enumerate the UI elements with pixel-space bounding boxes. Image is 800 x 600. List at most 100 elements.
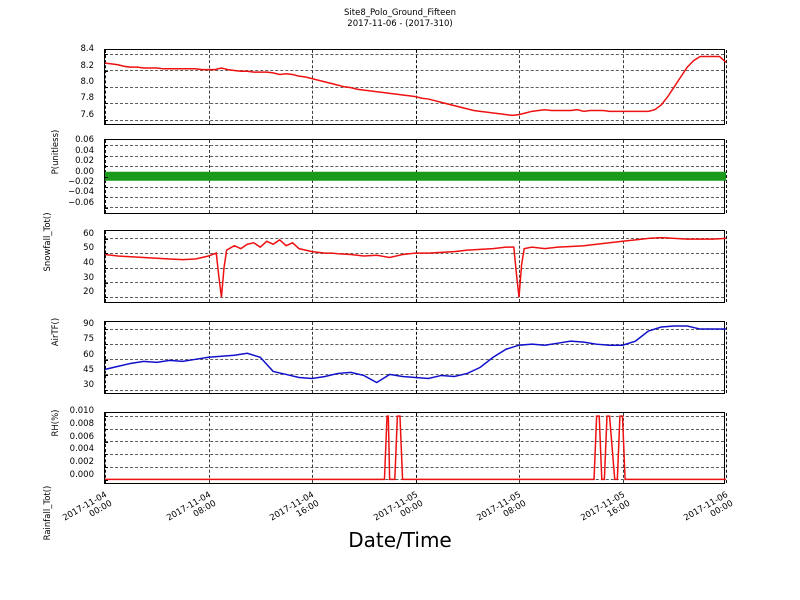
y-tick-label: 7.8 bbox=[80, 93, 94, 104]
y-tick: 0.04 bbox=[0, 146, 98, 161]
gridline-horizontal bbox=[105, 416, 724, 418]
y-tick: 30 bbox=[0, 380, 98, 395]
subplot-rainfall_total bbox=[104, 412, 727, 484]
y-tick-label: 0.06 bbox=[75, 135, 94, 146]
y-tick: −0.04 bbox=[0, 187, 98, 202]
y-tick-mark bbox=[104, 416, 108, 418]
data-line bbox=[104, 325, 726, 384]
series-relative_humidity bbox=[104, 325, 726, 384]
y-tick-mark bbox=[104, 197, 108, 199]
y-tick: 7.6 bbox=[0, 110, 98, 125]
y-tick-mark bbox=[104, 359, 108, 361]
x-axis-label: Date/Time bbox=[348, 528, 452, 552]
y-tick-label: 0.006 bbox=[69, 431, 94, 442]
gridline-horizontal bbox=[105, 238, 724, 240]
gridline-vertical bbox=[415, 50, 417, 124]
y-tick-mark bbox=[104, 87, 108, 88]
gridline-vertical bbox=[726, 322, 727, 393]
data-line bbox=[104, 236, 727, 298]
gridline-horizontal bbox=[105, 54, 724, 56]
y-tick: 20 bbox=[0, 287, 98, 302]
gridline-vertical bbox=[726, 231, 727, 302]
y-tick: 0.06 bbox=[0, 135, 98, 150]
subplot-air_temperature_f bbox=[104, 230, 727, 303]
y-tick-label: 0.008 bbox=[69, 419, 94, 430]
y-tick-mark bbox=[104, 479, 108, 481]
gridline-vertical bbox=[208, 50, 210, 124]
gridline-vertical bbox=[519, 231, 520, 302]
y-tick-mark bbox=[104, 344, 108, 346]
gridline-vertical bbox=[415, 413, 417, 483]
y-tick-mark bbox=[104, 267, 108, 269]
y-tick: −0.02 bbox=[0, 177, 98, 192]
y-tick-mark bbox=[104, 297, 108, 299]
gridline-vertical bbox=[519, 322, 520, 393]
y-tick-label: 0.02 bbox=[75, 156, 94, 167]
gridline-horizontal bbox=[105, 389, 724, 391]
gridline-horizontal bbox=[105, 441, 724, 443]
gridline-vertical bbox=[622, 322, 624, 393]
figure-title-line1: Site8_Polo_Ground_Fifteen bbox=[344, 8, 456, 18]
gridline-vertical bbox=[312, 322, 313, 393]
gridline-vertical bbox=[622, 50, 624, 124]
gridline-horizontal bbox=[105, 428, 724, 430]
gridline-vertical bbox=[208, 413, 210, 483]
gridline-horizontal bbox=[105, 186, 724, 188]
y-tick-mark bbox=[104, 186, 108, 188]
data-line bbox=[104, 55, 727, 117]
y-tick: 30 bbox=[0, 273, 98, 288]
y-tick-label: −0.02 bbox=[67, 176, 94, 187]
gridline-vertical bbox=[622, 231, 624, 302]
figure-title-line2: 2017-11-06 - (2017-310) bbox=[347, 19, 453, 29]
gridline-horizontal bbox=[105, 155, 724, 157]
y-tick: 8.0 bbox=[0, 77, 98, 92]
y-tick-mark bbox=[104, 119, 108, 121]
series-air_temperature_f bbox=[104, 236, 727, 298]
y-tick: 0.004 bbox=[0, 444, 98, 459]
y-tick-label: 60 bbox=[83, 349, 94, 360]
gridline-vertical bbox=[726, 140, 727, 213]
data-line bbox=[105, 415, 726, 481]
y-tick: 90 bbox=[0, 319, 98, 334]
gridline-horizontal bbox=[105, 70, 724, 72]
gridline-vertical bbox=[312, 50, 313, 124]
y-tick-mark bbox=[104, 282, 108, 284]
y-tick: 8.2 bbox=[0, 61, 98, 76]
gridline-vertical bbox=[105, 231, 106, 302]
y-tick-mark bbox=[104, 253, 108, 255]
y-tick-label: 0.004 bbox=[69, 444, 94, 455]
y-tick-mark bbox=[104, 454, 108, 456]
y-tick-label: 30 bbox=[83, 272, 94, 283]
y-tick: 0.010 bbox=[0, 406, 98, 421]
y-tick-label: 90 bbox=[83, 319, 94, 330]
gridline-horizontal bbox=[105, 197, 724, 199]
y-tick-mark bbox=[104, 238, 108, 240]
gridline-horizontal bbox=[105, 267, 724, 269]
y-tick-label: 50 bbox=[83, 243, 94, 254]
gridline-vertical bbox=[519, 50, 520, 124]
y-tick-label: 7.6 bbox=[80, 109, 94, 120]
gridline-vertical bbox=[726, 50, 727, 124]
y-tick: −0.06 bbox=[0, 198, 98, 213]
y-tick-label: 40 bbox=[83, 257, 94, 268]
y-tick: 0.00 bbox=[0, 167, 98, 182]
y-tick-label: 0.00 bbox=[75, 166, 94, 177]
y-tick-mark bbox=[104, 176, 108, 178]
gridline-horizontal bbox=[105, 119, 724, 121]
y-tick: 40 bbox=[0, 258, 98, 273]
y-tick-label: 0.010 bbox=[69, 406, 94, 417]
gridline-horizontal bbox=[105, 344, 724, 346]
y-tick: 0.02 bbox=[0, 156, 98, 171]
gridline-vertical bbox=[415, 322, 417, 393]
gridline-horizontal bbox=[105, 145, 724, 147]
y-tick: 75 bbox=[0, 334, 98, 349]
y-tick: 60 bbox=[0, 350, 98, 365]
y-tick-mark bbox=[104, 429, 108, 431]
y-tick-mark bbox=[104, 441, 108, 443]
gridline-vertical bbox=[726, 413, 727, 483]
subplot-relative_humidity bbox=[104, 321, 727, 394]
gridline-horizontal bbox=[105, 86, 724, 88]
y-tick-mark bbox=[104, 70, 108, 72]
y-tick-label: −0.04 bbox=[67, 187, 94, 198]
